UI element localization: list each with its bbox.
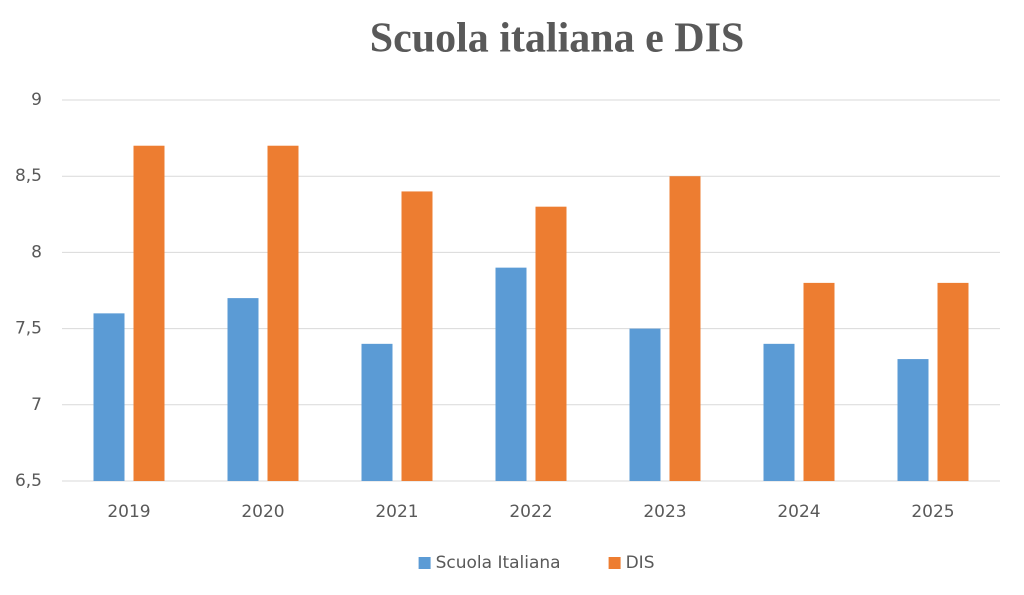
bar xyxy=(763,343,795,481)
y-tick-label: 8 xyxy=(31,242,42,262)
x-tick-label: 2024 xyxy=(777,502,820,522)
legend-swatch xyxy=(418,557,431,569)
bar xyxy=(897,359,929,481)
y-tick-label: 9 xyxy=(31,90,42,110)
bar xyxy=(401,191,433,481)
y-tick-label: 7,5 xyxy=(15,319,42,339)
bar xyxy=(227,298,259,481)
bar xyxy=(361,343,393,481)
bar xyxy=(803,282,835,481)
x-tick-label: 2023 xyxy=(643,502,686,522)
bar xyxy=(629,328,661,481)
y-tick-label: 6,5 xyxy=(15,471,42,491)
x-tick-label: 2022 xyxy=(509,502,552,522)
bar xyxy=(535,206,567,481)
x-tick-label: 2025 xyxy=(911,502,954,522)
chart-title: Scuola italiana e DIS xyxy=(370,16,745,62)
legend-label: DIS xyxy=(626,553,655,573)
x-tick-label: 2019 xyxy=(107,502,150,522)
bar xyxy=(133,145,165,481)
bar xyxy=(669,176,701,481)
legend-swatch xyxy=(608,557,621,569)
x-tick-label: 2020 xyxy=(241,502,284,522)
x-tick-label: 2021 xyxy=(375,502,418,522)
bar xyxy=(267,145,299,481)
y-tick-label: 7 xyxy=(31,395,42,415)
bar xyxy=(93,313,125,481)
bar xyxy=(937,282,969,481)
bar xyxy=(495,267,527,481)
legend-label: Scuola Italiana xyxy=(436,553,561,573)
y-tick-label: 8,5 xyxy=(15,166,42,186)
